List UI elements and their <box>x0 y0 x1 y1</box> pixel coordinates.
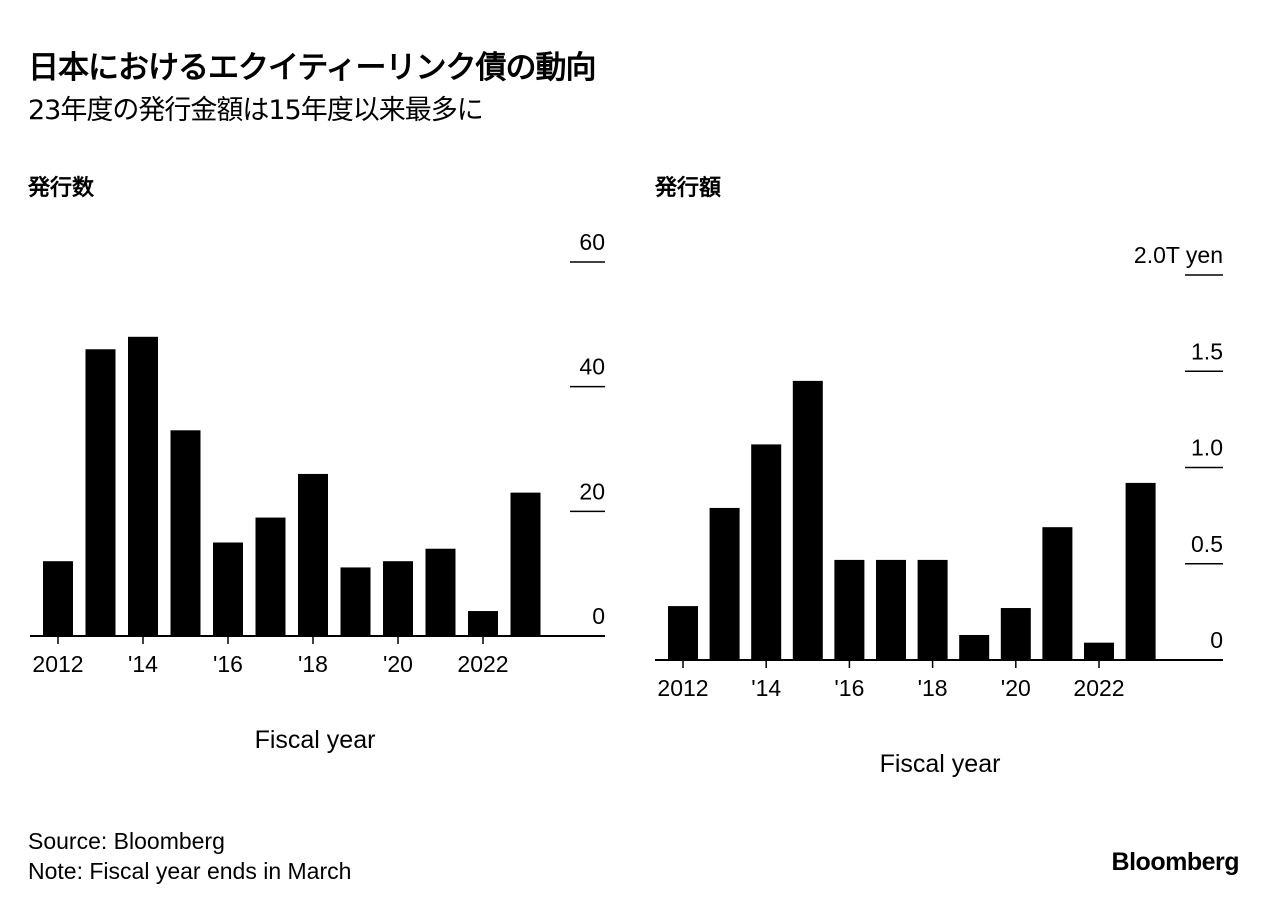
bar-2012 <box>668 606 698 660</box>
bar-2021 <box>425 548 456 636</box>
y-tick-label: 20 <box>579 478 605 504</box>
x-tick-label: 2022 <box>457 651 508 677</box>
x-tick-label: '16 <box>834 675 864 701</box>
chart-subtitle: 23年度の発行金額は15年度以来最多に <box>28 95 484 126</box>
x-axis-label: Fiscal year <box>255 726 376 754</box>
x-tick-label: '14 <box>751 675 781 701</box>
bar-2018 <box>917 559 948 660</box>
bar-2019 <box>959 634 990 660</box>
bar-2023 <box>1125 482 1156 660</box>
x-axis-label: Fiscal year <box>880 750 1001 778</box>
bar-2016 <box>213 542 243 636</box>
x-tick-label: 2022 <box>1073 675 1124 701</box>
bar-2022 <box>468 611 498 636</box>
x-tick-label: '16 <box>213 651 243 677</box>
x-tick-label: '20 <box>1001 675 1031 701</box>
bar-2020 <box>1000 608 1031 660</box>
x-tick-label: '18 <box>918 675 948 701</box>
y-tick-label: 0 <box>1210 627 1223 653</box>
y-tick-label: 0 <box>592 603 605 629</box>
y-tick-label: 1.5 <box>1191 338 1223 364</box>
right-panel-title: 発行額 <box>655 176 722 201</box>
y-tick-label: 1.0 <box>1191 435 1223 461</box>
source-text: Source: Bloomberg <box>28 828 225 854</box>
bar-2020 <box>383 561 413 636</box>
bar-2015 <box>170 430 201 636</box>
y-tick-label: 2.0T yen <box>1134 242 1223 268</box>
x-tick-label: '20 <box>383 651 413 677</box>
footer-notes: Source: Bloomberg Note: Fiscal year ends… <box>28 826 351 886</box>
bar-2022 <box>1084 642 1114 660</box>
bar-2013 <box>85 349 116 636</box>
y-tick-label: 40 <box>579 354 605 380</box>
bar-2014 <box>128 336 158 636</box>
left-panel-title: 発行数 <box>28 176 95 201</box>
note-text: Note: Fiscal year ends in March <box>28 858 352 884</box>
bar-2016 <box>834 559 865 660</box>
x-tick-label: 2012 <box>657 675 708 701</box>
bar-2017 <box>255 517 286 636</box>
bloomberg-logo: Bloomberg <box>1111 848 1240 876</box>
y-tick-label: 60 <box>579 229 605 255</box>
bar-2017 <box>876 559 906 660</box>
x-tick-label: '18 <box>298 651 328 677</box>
y-tick-label: 0.5 <box>1191 531 1223 557</box>
bar-2013 <box>709 507 740 660</box>
bar-2012 <box>43 561 73 636</box>
x-tick-label: 2012 <box>32 651 83 677</box>
bar-2023 <box>510 492 541 636</box>
bar-2021 <box>1042 527 1073 660</box>
bar-2018 <box>298 473 328 636</box>
chart-title: 日本におけるエクイティーリンク債の動向 <box>28 50 597 86</box>
bar-2015 <box>792 380 823 660</box>
bar-2014 <box>751 444 782 660</box>
x-tick-label: '14 <box>128 651 158 677</box>
bar-2019 <box>340 567 371 636</box>
